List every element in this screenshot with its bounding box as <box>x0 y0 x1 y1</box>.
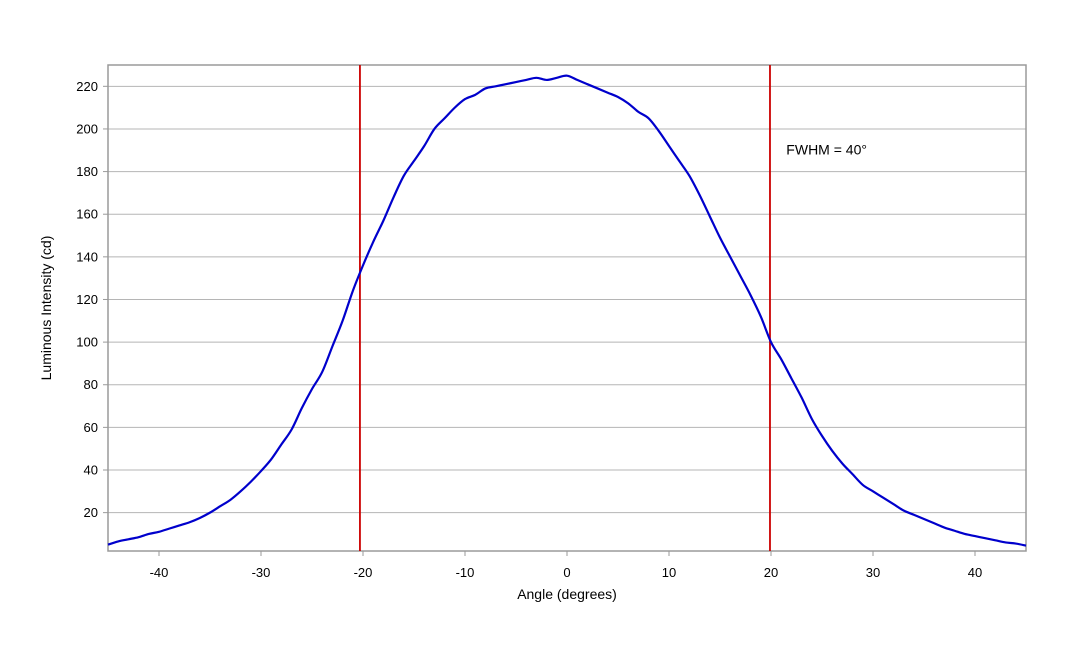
y-tick-label: 120 <box>76 292 98 307</box>
x-tick-label: 40 <box>968 565 982 580</box>
y-tick-label: 140 <box>76 249 98 264</box>
y-tick-label: 60 <box>84 420 98 435</box>
x-tick-label: 20 <box>764 565 778 580</box>
y-axis-title: Luminous Intensity (cd) <box>38 236 54 381</box>
y-axis-ticks: 20 40 60 80 100 120 140 160 180 200 220 <box>76 79 108 520</box>
y-tick-label: 220 <box>76 79 98 94</box>
x-tick-label: -10 <box>456 565 475 580</box>
fwhm-annotation: FWHM = 40° <box>786 142 867 158</box>
x-axis-title: Angle (degrees) <box>517 586 617 602</box>
x-tick-label: -30 <box>252 565 271 580</box>
y-tick-label: 200 <box>76 121 98 136</box>
x-tick-label: 10 <box>662 565 676 580</box>
y-tick-label: 40 <box>84 463 98 478</box>
plot-area-frame <box>107 64 1027 552</box>
x-tick-label: 30 <box>866 565 880 580</box>
y-tick-label: 80 <box>84 377 98 392</box>
x-tick-label: -20 <box>354 565 373 580</box>
y-tick-label: 20 <box>84 505 98 520</box>
x-axis-ticks: -40 -30 -20 -10 0 10 20 30 40 <box>150 551 982 580</box>
y-tick-label: 180 <box>76 164 98 179</box>
x-tick-label: -40 <box>150 565 169 580</box>
gridlines <box>108 85 1026 514</box>
reference-lines <box>359 65 771 551</box>
x-tick-label: 0 <box>563 565 570 580</box>
y-tick-label: 100 <box>76 335 98 350</box>
series-line <box>107 74 1027 547</box>
y-tick-label: 160 <box>76 207 98 222</box>
